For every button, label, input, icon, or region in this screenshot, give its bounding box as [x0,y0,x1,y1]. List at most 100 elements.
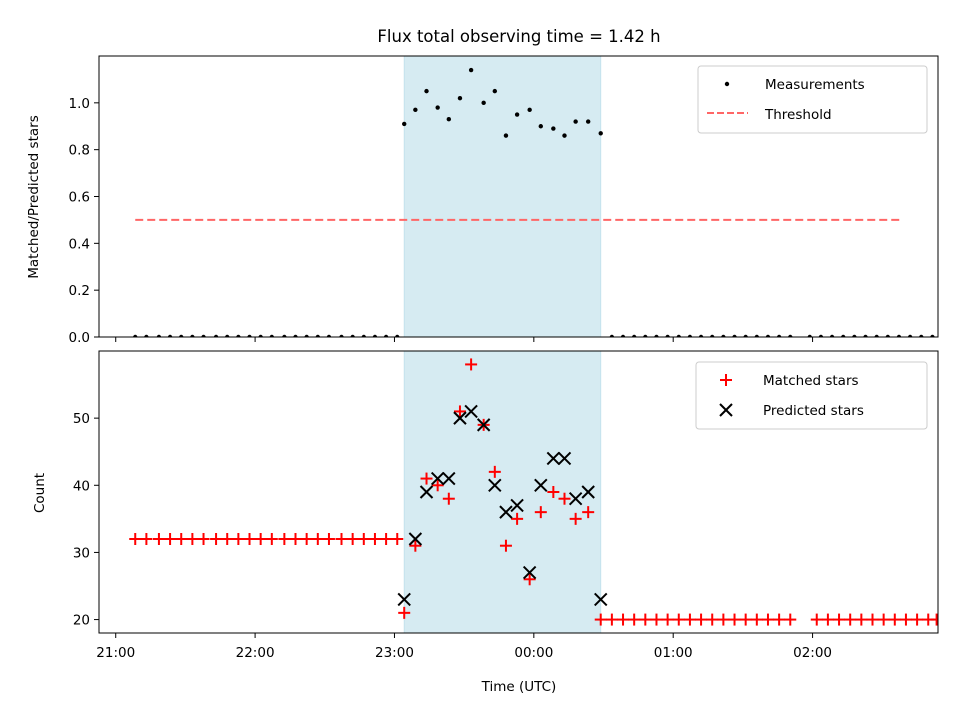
bottom-legend: Matched stars Predicted stars [695,361,928,430]
measurement-point [446,117,452,122]
matched-star-point [821,613,834,626]
matched-star-point [465,358,478,371]
measurement-point [225,334,230,337]
matched-star-point [547,486,560,498]
measurement-point [503,133,509,138]
matched-star-point [409,539,422,552]
matched-star-point [210,533,223,545]
measurement-point [573,119,578,124]
predicted-star-point [557,451,572,466]
y-tick-label: 50 [73,411,90,427]
chart-title: Flux total observing time = 1.42 h [377,27,660,46]
y-tick-label: 40 [73,478,90,494]
measurement-point [807,334,812,337]
measurement-point [788,334,793,337]
measurement-point [236,334,241,337]
matched-star-point [380,533,393,545]
measurement-point [350,334,355,337]
matched-star-point [442,492,455,505]
matched-star-point [140,533,153,545]
measurement-point [372,334,378,337]
matched-star-point [706,613,719,626]
matched-star-point [221,533,234,545]
matched-star-point [243,533,256,545]
measurement-point [395,334,400,337]
matched-star-point [617,613,630,626]
measurement-point [919,334,924,337]
y-tick-label: 0.6 [69,190,90,206]
matched-star-point [335,533,348,545]
measurement-point [643,334,648,337]
matched-star-point [833,613,846,626]
measurement-point [326,334,332,337]
measurement-point [818,334,824,337]
measurement-point [665,334,670,337]
matched-star-point [129,533,142,545]
matched-star-point [511,512,524,525]
matched-star-point [695,613,708,626]
matched-star-point [717,613,730,626]
matched-star-point [420,472,433,485]
matched-star-point [523,573,536,586]
matched-star-point [431,479,444,492]
series-predicted-stars [397,404,608,607]
matched-star-point [728,613,741,626]
x-tick-label: 23:00 [375,645,414,661]
matched-star-point [672,613,685,626]
measurement-point [941,335,945,339]
measurement-point [631,334,637,337]
measurement-point [190,334,195,337]
predicted-star-point [408,532,423,546]
measurement-point [269,334,275,337]
matched-star-point [784,613,797,626]
matched-star-point [357,533,370,545]
series-matched-stars [129,358,938,626]
measurement-point [201,334,206,337]
measurement-point [754,334,760,337]
matched-star-point [739,613,752,626]
bottom-plot-area: 20 30 40 50 21:00 22:00 23:00 00:00 01:00 02:00 [73,350,939,661]
measurement-point [841,334,846,337]
x-tick-label: 01:00 [654,645,693,661]
matched-star-point [899,613,912,626]
measurement-point [863,334,868,337]
measurement-point [402,121,407,127]
matched-star-point [398,606,411,619]
measurement-point [435,105,440,110]
matched-star-point [175,533,188,545]
top-plot-area: 0.0 0.2 0.4 0.6 0.8 1.0 [69,55,945,346]
matched-star-point [911,613,924,626]
matched-star-point [888,613,901,626]
matched-star-point [761,613,774,626]
matched-star-point [265,533,278,545]
predicted-star-point [419,485,434,499]
bottom-panel: 20 30 40 50 21:00 22:00 23:00 00:00 01:00 02:00 C… [32,350,939,695]
measurement-point [258,334,263,337]
measurement-point [133,334,138,337]
matched-star-point [810,613,823,626]
predicted-star-point [522,565,537,580]
measurement-point [885,334,891,337]
measurement-point [514,112,520,117]
matched-star-point [534,506,547,519]
legend-measurements-label: Measurements [765,77,865,93]
x-tick-label: 21:00 [96,645,135,661]
predicted-star-point [442,471,456,486]
matched-star-point [300,533,313,545]
legend-predicted-marker [719,403,733,417]
matched-star-point [877,613,890,626]
matched-star-point [930,613,938,626]
matched-star-point [639,613,652,626]
measurement-point [710,334,715,337]
measurement-point [213,334,219,337]
matched-star-point [628,613,641,626]
matched-star-point [197,533,210,545]
measurement-point [167,334,173,337]
matched-star-point [750,613,763,626]
matched-star-point [558,492,571,505]
measurement-point [930,334,935,337]
matched-star-point [773,613,786,626]
measurement-point [527,107,532,113]
measurement-point [609,334,615,337]
